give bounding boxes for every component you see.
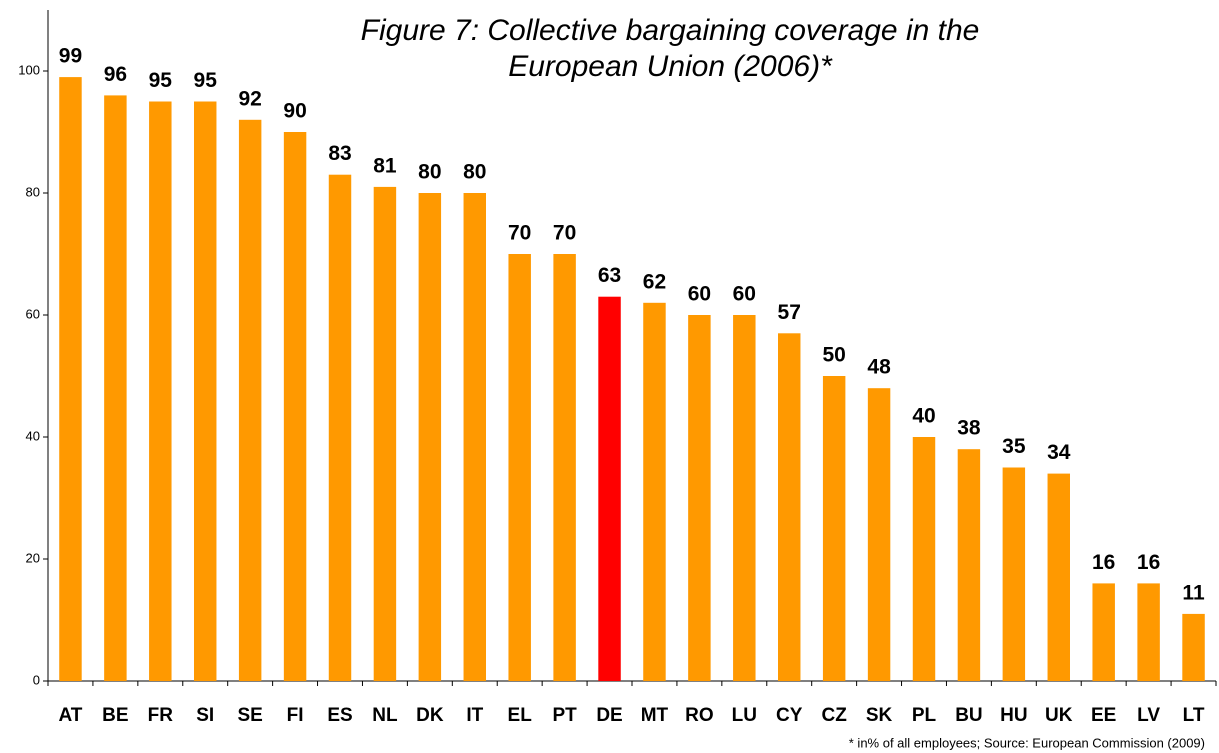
value-label: 38 xyxy=(957,417,981,440)
y-tick-label: 40 xyxy=(26,428,40,443)
bar xyxy=(598,296,621,681)
bar xyxy=(1137,583,1160,681)
y-tick-label: 100 xyxy=(18,62,40,77)
bar xyxy=(194,101,217,681)
x-tick-label: MT xyxy=(641,705,669,726)
value-label: 92 xyxy=(238,87,261,110)
value-label: 48 xyxy=(867,356,891,379)
bar xyxy=(238,119,262,682)
bar xyxy=(867,388,891,681)
x-tick-label: RO xyxy=(685,705,714,726)
bar xyxy=(104,95,127,681)
x-tick-label: LU xyxy=(732,705,757,726)
x-tick-label: BU xyxy=(955,705,982,726)
x-tick-label: PL xyxy=(912,705,937,726)
x-tick-label: SE xyxy=(237,705,262,726)
x-tick-label: CZ xyxy=(821,705,847,726)
value-label: 95 xyxy=(194,69,218,92)
x-tick-label: NL xyxy=(372,705,398,726)
value-label: 96 xyxy=(104,63,127,86)
bar xyxy=(733,315,756,681)
x-tick-label: HU xyxy=(1000,705,1027,726)
chart-title: Figure 7: Collective bargaining coverage… xyxy=(361,14,980,47)
bar xyxy=(373,186,397,681)
value-label: 50 xyxy=(822,344,845,367)
y-tick-label: 20 xyxy=(26,550,40,565)
bar xyxy=(508,254,531,681)
x-tick-label: DK xyxy=(416,705,444,726)
bar xyxy=(553,254,576,681)
footnote: * in% of all employees; Source: European… xyxy=(849,735,1205,750)
value-label: 57 xyxy=(778,301,801,324)
value-label: 11 xyxy=(1182,581,1205,604)
value-label: 60 xyxy=(733,283,756,306)
value-label: 83 xyxy=(328,142,351,165)
y-tick-label: 80 xyxy=(26,184,40,199)
x-tick-label: PT xyxy=(552,705,577,726)
bar xyxy=(283,132,307,681)
bar xyxy=(418,193,442,681)
x-tick-label: SK xyxy=(866,705,893,726)
x-tick-label: EE xyxy=(1091,705,1116,726)
x-tick-label: LT xyxy=(1183,705,1205,726)
value-label: 60 xyxy=(688,283,711,306)
bar xyxy=(1002,467,1026,681)
bar xyxy=(822,376,846,681)
value-label: 63 xyxy=(598,264,621,287)
x-tick-label: IT xyxy=(466,705,483,726)
value-label: 70 xyxy=(508,222,531,245)
value-label: 62 xyxy=(643,270,666,293)
x-tick-label: FR xyxy=(148,705,174,726)
x-tick-label: AT xyxy=(59,705,83,726)
bar xyxy=(1092,583,1115,681)
value-label: 80 xyxy=(418,161,441,184)
x-tick-label: EL xyxy=(508,705,533,726)
x-tick-label: SI xyxy=(196,705,214,726)
value-label: 40 xyxy=(912,405,935,428)
value-label: 90 xyxy=(283,100,306,123)
value-label: 35 xyxy=(1002,435,1026,458)
x-tick-label: FI xyxy=(287,705,304,726)
chart-title: European Union (2006)* xyxy=(508,50,833,83)
bar xyxy=(1182,613,1205,681)
bar xyxy=(59,77,82,682)
bar xyxy=(1047,473,1070,681)
value-label: 16 xyxy=(1092,551,1115,574)
value-label: 99 xyxy=(59,45,82,68)
value-label: 16 xyxy=(1137,551,1160,574)
bar xyxy=(149,101,172,681)
x-tick-label: ES xyxy=(327,705,352,726)
value-label: 80 xyxy=(463,161,486,184)
y-tick-label: 60 xyxy=(26,306,40,321)
bar xyxy=(688,315,711,681)
bar xyxy=(957,449,981,681)
bar xyxy=(778,333,801,681)
x-tick-label: CY xyxy=(776,705,803,726)
value-label: 95 xyxy=(149,69,173,92)
x-tick-label: DE xyxy=(596,705,622,726)
value-label: 34 xyxy=(1047,441,1071,464)
bar xyxy=(643,302,666,681)
bar xyxy=(912,437,936,681)
bar xyxy=(463,193,486,681)
value-label: 70 xyxy=(553,222,576,245)
x-tick-label: UK xyxy=(1045,705,1073,726)
y-tick-label: 0 xyxy=(33,672,40,687)
x-tick-label: LV xyxy=(1137,705,1160,726)
x-tick-label: BE xyxy=(102,705,128,726)
bar xyxy=(328,174,352,681)
value-label: 81 xyxy=(373,154,397,177)
